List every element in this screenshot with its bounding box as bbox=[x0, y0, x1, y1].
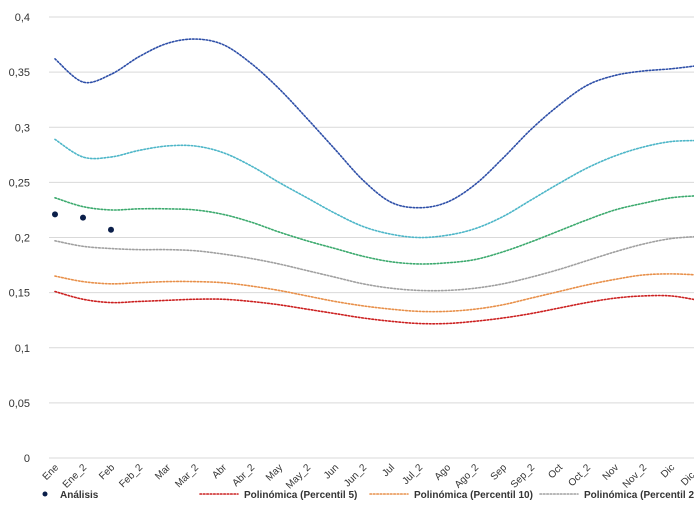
x-tick-label: Abr bbox=[210, 462, 229, 481]
series-line bbox=[54, 195, 694, 265]
x-tick-label: Sep_2 bbox=[509, 462, 538, 491]
scatter-points bbox=[52, 211, 114, 233]
x-tick-label: Ago bbox=[433, 462, 454, 483]
y-tick-label: 0,2 bbox=[15, 233, 30, 245]
x-tick-label: Jun_2 bbox=[342, 462, 369, 489]
series-line bbox=[54, 235, 694, 292]
series-lines bbox=[54, 38, 694, 325]
x-tick-label: Dic bbox=[659, 462, 677, 480]
series-line bbox=[54, 138, 694, 239]
x-tick-label: Sep bbox=[489, 462, 510, 483]
x-tick-label: Feb bbox=[97, 462, 117, 482]
data-point bbox=[108, 226, 114, 233]
x-tick-label: Jul bbox=[380, 462, 397, 479]
y-tick-label: 0,1 bbox=[15, 343, 30, 355]
x-tick-label: Ene_2 bbox=[61, 462, 90, 491]
x-axis-ticks: Ene Ene_2 Feb Feb_2 Mar Mar_2 Abr Abr_2 MayMay_2… bbox=[41, 462, 694, 491]
x-tick-label: Ene bbox=[41, 462, 62, 483]
y-tick-label: 0,05 bbox=[9, 398, 30, 410]
series-line bbox=[54, 273, 694, 313]
y-axis-ticks: 0 0,05 0,1 0,15 0,2 0,25 0,3 0,35 0,4 bbox=[9, 12, 30, 465]
x-tick-label: Nov_2 bbox=[621, 462, 650, 491]
series-line bbox=[54, 290, 694, 325]
y-tick-label: 0 bbox=[24, 453, 30, 465]
data-point bbox=[52, 211, 58, 218]
y-tick-label: 0,25 bbox=[9, 177, 30, 189]
x-tick-label: Oct bbox=[546, 462, 565, 481]
x-tick-label: Dic_2 bbox=[679, 462, 694, 488]
y-tick-label: 0,4 bbox=[15, 12, 30, 24]
x-tick-label: Mar bbox=[153, 462, 173, 482]
x-tick-label: Mar_2 bbox=[173, 462, 201, 490]
x-tick-label: Oct_2 bbox=[566, 462, 593, 489]
x-tick-label: Nov bbox=[601, 462, 621, 482]
x-tick-label: Jun bbox=[322, 462, 341, 481]
data-point bbox=[80, 214, 86, 221]
x-tick-label: Jul_2 bbox=[400, 462, 425, 487]
legend-label: Análisis bbox=[60, 490, 99, 501]
x-tick-label: May bbox=[264, 462, 285, 483]
y-tick-label: 0,35 bbox=[9, 67, 30, 79]
gridlines bbox=[49, 16, 694, 459]
series-line bbox=[54, 38, 694, 209]
y-tick-label: 0,3 bbox=[15, 122, 30, 134]
legend-marker bbox=[42, 491, 48, 497]
x-tick-label: Feb_2 bbox=[117, 462, 145, 490]
legend-label: Polinómica (Percentil 25) bbox=[584, 490, 694, 501]
y-tick-label: 0,15 bbox=[9, 288, 30, 300]
x-tick-label: Abr_2 bbox=[230, 462, 257, 489]
x-tick-label: May_2 bbox=[284, 462, 313, 491]
legend-label: Polinómica (Percentil 5) bbox=[244, 490, 357, 501]
legend-label: Polinómica (Percentil 10) bbox=[414, 490, 533, 501]
legend[interactable]: Análisis Polinómica (Percentil 5) Polinómi… bbox=[42, 490, 694, 501]
x-tick-label: Ago_2 bbox=[453, 462, 482, 491]
